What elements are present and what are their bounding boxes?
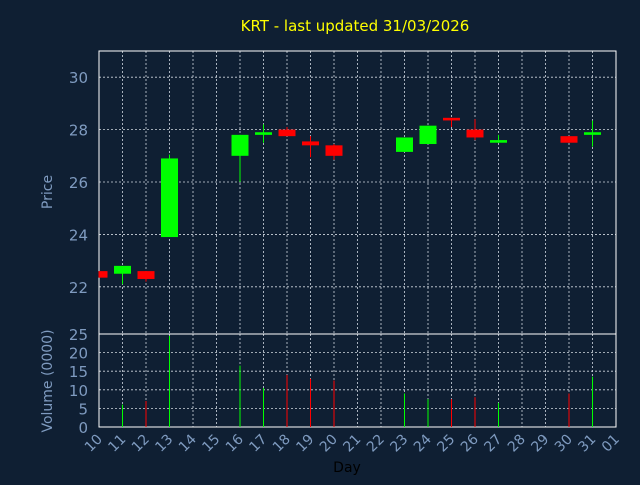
candle-body	[231, 134, 249, 156]
volume-tick-label: 15	[69, 363, 88, 381]
price-axis-label: Price	[40, 175, 56, 209]
candle-body	[560, 136, 578, 143]
candle-body	[466, 129, 484, 138]
volume-tick-label: 5	[78, 400, 88, 418]
x-axis: 10 11 12 13 14 15 16 17 18 19 20 21 22 23 24 25 26 27 28 29…	[82, 431, 623, 455]
price-panel: 22 24 26 28 30	[69, 50, 617, 335]
x-axis-label: Day	[333, 460, 361, 476]
candle-body	[325, 145, 343, 156]
candle-body	[584, 132, 601, 135]
candle-body	[443, 117, 460, 121]
candle-body	[490, 140, 507, 143]
volume-tick-label: 0	[78, 419, 88, 437]
price-tick-label: 22	[69, 279, 88, 297]
price-tick-label: 26	[69, 174, 88, 192]
candle-body	[137, 271, 155, 279]
volume-axis-label: Volume (0000)	[40, 329, 56, 432]
price-tick-label: 30	[69, 69, 88, 87]
volume-tick-label: 20	[69, 345, 88, 363]
candle-body	[278, 129, 296, 137]
candle-body	[114, 265, 131, 274]
candle-body	[99, 271, 108, 278]
candle-body	[396, 137, 413, 152]
volume-tick-label: 25	[69, 326, 88, 344]
price-tick-label: 24	[69, 226, 88, 244]
volume-frame	[98, 333, 617, 428]
candle-body	[419, 125, 437, 145]
candle-body	[161, 158, 178, 238]
chart-title: KRT - last updated 31/03/2026	[241, 17, 470, 35]
price-tick-label: 28	[69, 122, 88, 140]
candle-body	[302, 141, 319, 146]
volume-tick-label: 10	[69, 382, 88, 400]
candle-body	[255, 132, 272, 135]
